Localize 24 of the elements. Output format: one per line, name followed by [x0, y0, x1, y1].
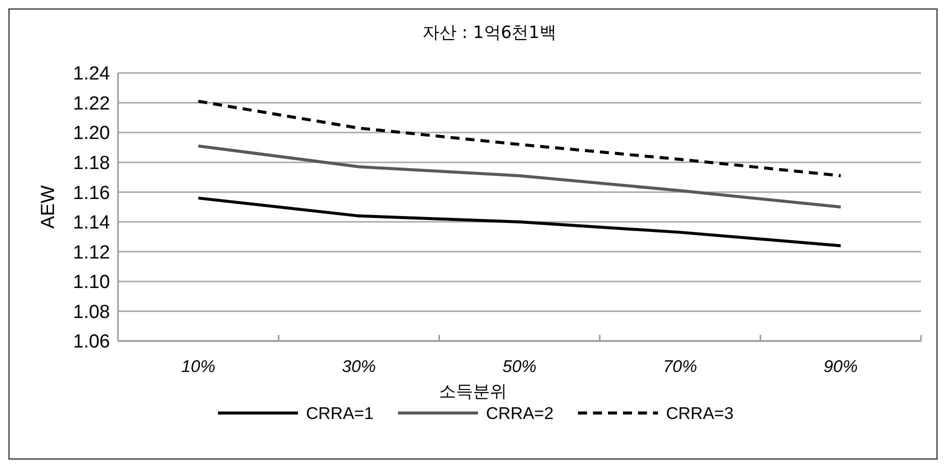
x-tick-label: 30%: [342, 357, 376, 376]
y-tick-label: 1.08: [73, 302, 110, 323]
line-series: [196, 196, 842, 248]
line-series: [196, 144, 842, 208]
x-axis-title: 소득분위: [439, 382, 507, 402]
line-series: [196, 100, 842, 178]
y-tick-label: 1.20: [73, 123, 110, 144]
y-axis-title: AEW: [38, 185, 59, 229]
y-tick-label: 1.22: [73, 93, 110, 114]
x-tick-label: 50%: [502, 357, 537, 376]
y-tick-label: 1.06: [73, 332, 110, 353]
x-tick-label: 10%: [181, 357, 216, 376]
y-tick-label: 1.14: [73, 212, 110, 234]
legend-label: CRRA=3: [666, 404, 734, 423]
legend-label: CRRA=1: [306, 404, 374, 423]
y-tick-label: 1.18: [73, 152, 110, 174]
y-tick-label: 1.12: [73, 242, 110, 264]
y-tick-label: 1.24: [73, 64, 110, 85]
x-tick-label: 90%: [824, 357, 858, 376]
y-tick-label: 1.10: [73, 272, 110, 294]
legend-label: CRRA=2: [486, 404, 554, 423]
y-tick-label: 1.16: [73, 182, 110, 204]
x-tick-label: 70%: [663, 357, 698, 376]
chart-title: 자산 : 1억6천1백: [422, 23, 556, 43]
